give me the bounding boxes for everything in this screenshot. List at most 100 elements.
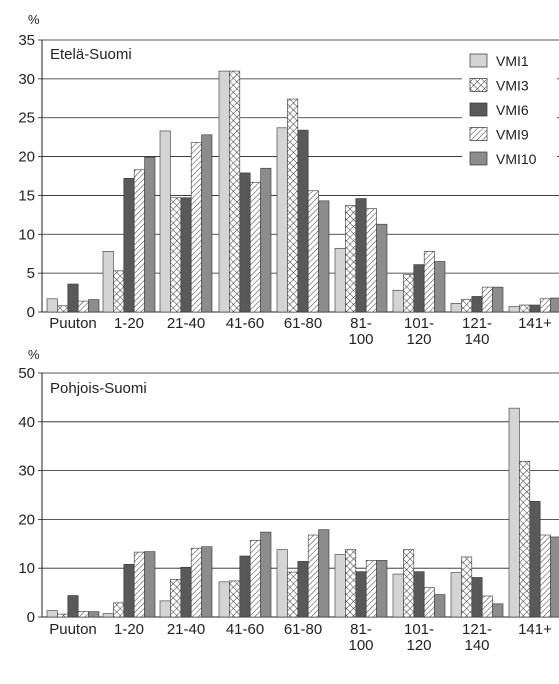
y-tick-label: 0 xyxy=(27,304,35,321)
bar-vmi6-1 xyxy=(123,178,135,313)
bar-vmi10-8 xyxy=(550,536,559,618)
x-tick-label: 141+ xyxy=(518,621,552,638)
bar-vmi6-3 xyxy=(239,555,251,618)
x-tick-label: 41-60 xyxy=(226,315,264,332)
bar-vmi9-1 xyxy=(133,551,145,618)
bar-vmi3-6 xyxy=(403,274,415,313)
bar-vmi6-7 xyxy=(471,296,483,313)
bar-vmi1-4 xyxy=(276,549,288,618)
y-tick-label: 0 xyxy=(27,609,35,626)
x-tick-label: 61-80 xyxy=(284,621,322,638)
bar-vmi3-8 xyxy=(519,461,531,618)
y-tick-label: 35 xyxy=(18,32,35,49)
legend-label-vmi3: VMI3 xyxy=(496,78,529,94)
legend-swatch-vmi1 xyxy=(469,53,488,68)
bar-vmi1-1 xyxy=(102,251,114,313)
bar-vmi9-0 xyxy=(77,611,89,618)
bar-vmi3-3 xyxy=(229,580,241,618)
region-label: Pohjois-Suomi xyxy=(50,380,147,397)
bar-vmi10-4 xyxy=(318,200,330,313)
bar-vmi1-6 xyxy=(392,289,404,313)
bar-vmi10-1 xyxy=(144,157,156,313)
bar-vmi6-6 xyxy=(413,264,425,313)
bar-vmi6-7 xyxy=(471,577,483,618)
bar-vmi9-4 xyxy=(307,534,319,618)
x-tick-label: 21-40 xyxy=(167,621,205,638)
chart-pohjois-suomi: % 0 10 20 30 40 50 Pohjois-Suomi Puuton 1-20 21-40… xyxy=(18,347,559,654)
y-tick-label: 10 xyxy=(18,226,35,243)
x-tick-label: 81-100 xyxy=(348,621,373,654)
legend-swatch-vmi10 xyxy=(469,151,488,166)
y-tick-label: 5 xyxy=(27,265,35,282)
legend: VMI1 VMI3 VMI6 VMI9 VMI10 xyxy=(462,46,557,186)
x-tick-label: 61-80 xyxy=(284,315,322,332)
bar-vmi10-2 xyxy=(201,134,213,313)
bar-vmi9-3 xyxy=(249,181,261,313)
bar-vmi1-2 xyxy=(159,600,171,618)
y-tick-label: 20 xyxy=(18,149,35,166)
bar-vmi3-2 xyxy=(170,579,182,618)
bar-vmi9-1 xyxy=(133,169,145,313)
bar-vmi9-4 xyxy=(307,190,319,313)
bar-vmi3-0 xyxy=(57,613,69,618)
legend-label-vmi9: VMI9 xyxy=(496,127,529,143)
x-tick-label: Puuton xyxy=(49,315,97,332)
bar-vmi6-2 xyxy=(180,566,192,618)
bar-vmi10-4 xyxy=(318,529,330,618)
x-tick-label: 121-140 xyxy=(462,315,492,348)
bar-vmi9-2 xyxy=(190,547,202,618)
x-tick-label: 141+ xyxy=(518,315,552,332)
bar-vmi9-6 xyxy=(423,587,435,618)
bar-vmi6-3 xyxy=(239,172,251,313)
x-tick-label: 1-20 xyxy=(114,315,144,332)
bar-vmi3-6 xyxy=(403,549,415,618)
bar-vmi6-4 xyxy=(297,561,309,618)
x-tick-label: 101-120 xyxy=(404,621,434,654)
x-tick-label: 21-40 xyxy=(167,315,205,332)
bar-vmi10-3 xyxy=(260,531,272,618)
bar-vmi10-5 xyxy=(376,560,388,618)
bar-vmi3-4 xyxy=(287,98,299,313)
x-tick-label: 101-120 xyxy=(404,315,434,348)
bar-vmi3-7 xyxy=(461,299,473,313)
bar-vmi9-6 xyxy=(423,251,435,313)
bar-vmi10-0 xyxy=(88,611,100,618)
bar-vmi6-2 xyxy=(180,197,192,313)
bar-vmi9-8 xyxy=(539,534,551,618)
y-unit-label: % xyxy=(28,12,40,27)
bar-vmi6-1 xyxy=(123,563,135,618)
bar-vmi10-1 xyxy=(144,551,156,618)
y-tick-label: 15 xyxy=(18,187,35,204)
bar-vmi1-3 xyxy=(218,581,230,618)
bar-vmi10-7 xyxy=(492,286,504,313)
bar-vmi9-0 xyxy=(77,300,89,313)
bar-vmi9-2 xyxy=(190,142,202,313)
chart-etela-suomi: % 0 5 10 15 20 25 30 35 Etelä-Suomi Puuton 1-20 21-4… xyxy=(18,12,559,348)
x-tick-label: 41-60 xyxy=(226,621,264,638)
bar-vmi3-1 xyxy=(113,270,125,313)
bar-vmi6-6 xyxy=(413,571,425,618)
bar-vmi6-8 xyxy=(529,501,541,618)
bar-vmi10-2 xyxy=(201,546,213,618)
bar-vmi10-0 xyxy=(88,299,100,313)
bar-vmi1-5 xyxy=(334,247,346,313)
bar-vmi9-3 xyxy=(249,540,261,618)
bar-vmi9-5 xyxy=(365,208,377,313)
bar-vmi1-0 xyxy=(46,610,58,618)
bar-vmi3-5 xyxy=(345,549,357,618)
bar-vmi9-7 xyxy=(481,595,493,618)
y-tick-label: 40 xyxy=(18,414,35,431)
y-tick-label: 50 xyxy=(18,365,35,382)
legend-swatch-vmi6 xyxy=(469,102,488,117)
y-tick-label: 20 xyxy=(18,511,35,528)
region-label: Etelä-Suomi xyxy=(50,46,132,63)
bar-vmi1-4 xyxy=(276,127,288,313)
bar-vmi1-7 xyxy=(450,572,462,618)
legend-swatch-vmi3 xyxy=(469,78,488,92)
bar-vmi3-2 xyxy=(170,197,182,313)
bar-vmi9-8 xyxy=(539,298,551,313)
bar-vmi10-7 xyxy=(492,603,504,618)
bar-vmi10-6 xyxy=(434,261,446,313)
y-tick-label: 30 xyxy=(18,463,35,480)
